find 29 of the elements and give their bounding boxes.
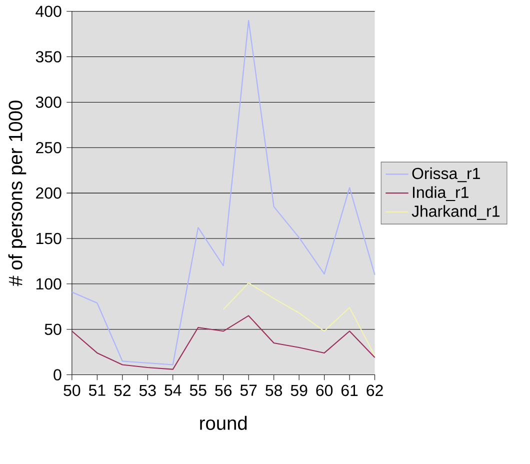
y-axis-title: # of persons per 1000 [8,100,26,286]
legend-label: India_r1 [413,186,468,202]
y-tick-label: 350 [36,51,62,63]
x-tick-label: 59 [290,384,308,396]
y-tick-label: 150 [36,232,62,244]
x-tick-label: 51 [88,384,106,396]
x-tick-label: 61 [341,384,358,396]
y-tick-label: 300 [36,96,62,108]
legend-label: Orissa_r1 [412,168,480,182]
x-tick-label: 54 [164,384,182,396]
x-tick-label: 50 [64,384,80,396]
x-axis-title: round [200,416,247,430]
x-tick-label: 60 [316,384,333,396]
y-tick-label: 50 [44,324,62,336]
x-tick-label: 52 [114,384,130,396]
y-tick-label: 0 [54,369,62,381]
y-tick-label: 250 [36,142,62,154]
y-tick-label: 400 [36,6,62,18]
x-tick-label: 53 [139,384,156,396]
y-tick-label: 100 [36,278,62,290]
x-tick-label: 55 [190,384,206,396]
line-series [222,282,376,356]
y-tick-label: 200 [36,188,62,199]
x-tick-label: 62 [366,384,383,396]
x-tick-label: 58 [266,384,282,396]
x-tick-label: 57 [240,384,257,396]
line-series [71,315,376,370]
x-tick-label: 56 [215,384,232,396]
legend-label: Jharkand_r1 [412,205,500,220]
